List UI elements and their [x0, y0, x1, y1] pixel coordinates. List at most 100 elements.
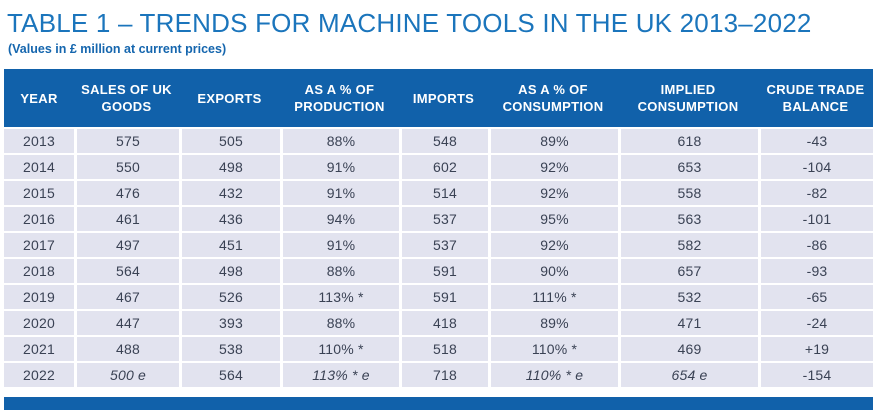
table-cell: 591 [399, 285, 488, 309]
table-cell: 110% * e [488, 363, 618, 387]
table-row: 2019 467 526 113% * 591 111% * 532 -65 [4, 285, 873, 309]
table-cell: 2021 [4, 337, 74, 361]
table-cell: 518 [399, 337, 488, 361]
table-cell: 91% [280, 233, 399, 257]
table-cell: 591 [399, 259, 488, 283]
table-cell: -154 [758, 363, 873, 387]
table-cell: +19 [758, 337, 873, 361]
table-cell: 2018 [4, 259, 74, 283]
table-cell: 89% [488, 129, 618, 153]
table-row: 2018 564 498 88% 591 90% 657 -93 [4, 259, 873, 283]
table-cell: 91% [280, 155, 399, 179]
table-cell: 447 [74, 311, 179, 335]
table-cell: 113% * [280, 285, 399, 309]
table-cell: 2013 [4, 129, 74, 153]
table-cell: 94% [280, 207, 399, 231]
table-cell: 537 [399, 207, 488, 231]
table-cell: 111% * [488, 285, 618, 309]
table-cell: 2016 [4, 207, 74, 231]
table-cell: 2014 [4, 155, 74, 179]
table-cell: 618 [618, 129, 758, 153]
table-cell: 657 [618, 259, 758, 283]
table-cell: 461 [74, 207, 179, 231]
table-cell: -82 [758, 181, 873, 205]
data-table: YEAR SALES OF UK GOODS EXPORTS AS A % OF… [4, 69, 873, 387]
table-cell: 92% [488, 181, 618, 205]
table-cell: 718 [399, 363, 488, 387]
table-cell: 471 [618, 311, 758, 335]
table-cell: 476 [74, 181, 179, 205]
table-cell: -93 [758, 259, 873, 283]
table-cell: -104 [758, 155, 873, 179]
table-cell: 92% [488, 233, 618, 257]
table-cell: 89% [488, 311, 618, 335]
table-cell: 2015 [4, 181, 74, 205]
column-header-implied-consumption: IMPLIED CONSUMPTION [637, 82, 739, 114]
column-header-year: YEAR [20, 90, 58, 106]
table-cell: 582 [618, 233, 758, 257]
table-cell: 88% [280, 129, 399, 153]
table-cell: 451 [179, 233, 280, 257]
table-cell: 602 [399, 155, 488, 179]
table-cell: 2017 [4, 233, 74, 257]
table-row: 2020 447 393 88% 418 89% 471 -24 [4, 311, 873, 335]
table-cell: 498 [179, 259, 280, 283]
column-header-exports: EXPORTS [197, 90, 262, 106]
table-cell: 91% [280, 181, 399, 205]
table-cell: -101 [758, 207, 873, 231]
table-row: 2014 550 498 91% 602 92% 653 -104 [4, 155, 873, 179]
table-cell: 488 [74, 337, 179, 361]
table-cell: 548 [399, 129, 488, 153]
table-cell: 90% [488, 259, 618, 283]
table-cell: 500 e [74, 363, 179, 387]
table-cell: 2019 [4, 285, 74, 309]
table-cell: 575 [74, 129, 179, 153]
table-cell: 432 [179, 181, 280, 205]
table-cell: 538 [179, 337, 280, 361]
table-cell: 653 [618, 155, 758, 179]
column-header-imports: IMPORTS [412, 90, 475, 106]
table-row: 2022 500 e 564 113% * e 718 110% * e 654… [4, 363, 873, 387]
column-header-trade-balance: CRUDE TRADE BALANCE [766, 82, 865, 114]
table-cell: 514 [399, 181, 488, 205]
column-header-pct-consumption: AS A % OF CONSUMPTION [502, 82, 604, 114]
table-cell: 654 e [618, 363, 758, 387]
table-cell: 110% * [488, 337, 618, 361]
table-cell: 550 [74, 155, 179, 179]
table-cell: 418 [399, 311, 488, 335]
table-cell: 526 [179, 285, 280, 309]
column-header-sales: SALES OF UK GOODS [81, 82, 172, 114]
table-cell: 469 [618, 337, 758, 361]
table-row: 2021 488 538 110% * 518 110% * 469 +19 [4, 337, 873, 361]
table-subtitle: (Values in £ million at current prices) [8, 42, 227, 56]
table-title: TABLE 1 – TRENDS FOR MACHINE TOOLS IN TH… [7, 8, 812, 38]
table-cell: 558 [618, 181, 758, 205]
table-cell: 113% * e [280, 363, 399, 387]
table-cell: 467 [74, 285, 179, 309]
table-cell: 95% [488, 207, 618, 231]
table-cell: 537 [399, 233, 488, 257]
table-cell: 2020 [4, 311, 74, 335]
table-cell: 505 [179, 129, 280, 153]
table-cell: 88% [280, 259, 399, 283]
table-cell: 88% [280, 311, 399, 335]
table-cell: 564 [74, 259, 179, 283]
table-row: 2013 575 505 88% 548 89% 618 -43 [4, 129, 873, 153]
table-row: 2015 476 432 91% 514 92% 558 -82 [4, 181, 873, 205]
table-cell: 436 [179, 207, 280, 231]
column-header-pct-production: AS A % OF PRODUCTION [294, 82, 385, 114]
table-cell: -65 [758, 285, 873, 309]
table-cell: -86 [758, 233, 873, 257]
table-cell: 563 [618, 207, 758, 231]
table-cell: 393 [179, 311, 280, 335]
table-cell: 2022 [4, 363, 74, 387]
table-row: 2017 497 451 91% 537 92% 582 -86 [4, 233, 873, 257]
table-cell: 498 [179, 155, 280, 179]
table-cell: 92% [488, 155, 618, 179]
table-cell: 564 [179, 363, 280, 387]
table-row: 2016 461 436 94% 537 95% 563 -101 [4, 207, 873, 231]
table-body: 2013 575 505 88% 548 89% 618 -43 2014 55… [4, 129, 873, 387]
bottom-bar [4, 397, 873, 410]
table-header-row: YEAR SALES OF UK GOODS EXPORTS AS A % OF… [4, 69, 873, 127]
